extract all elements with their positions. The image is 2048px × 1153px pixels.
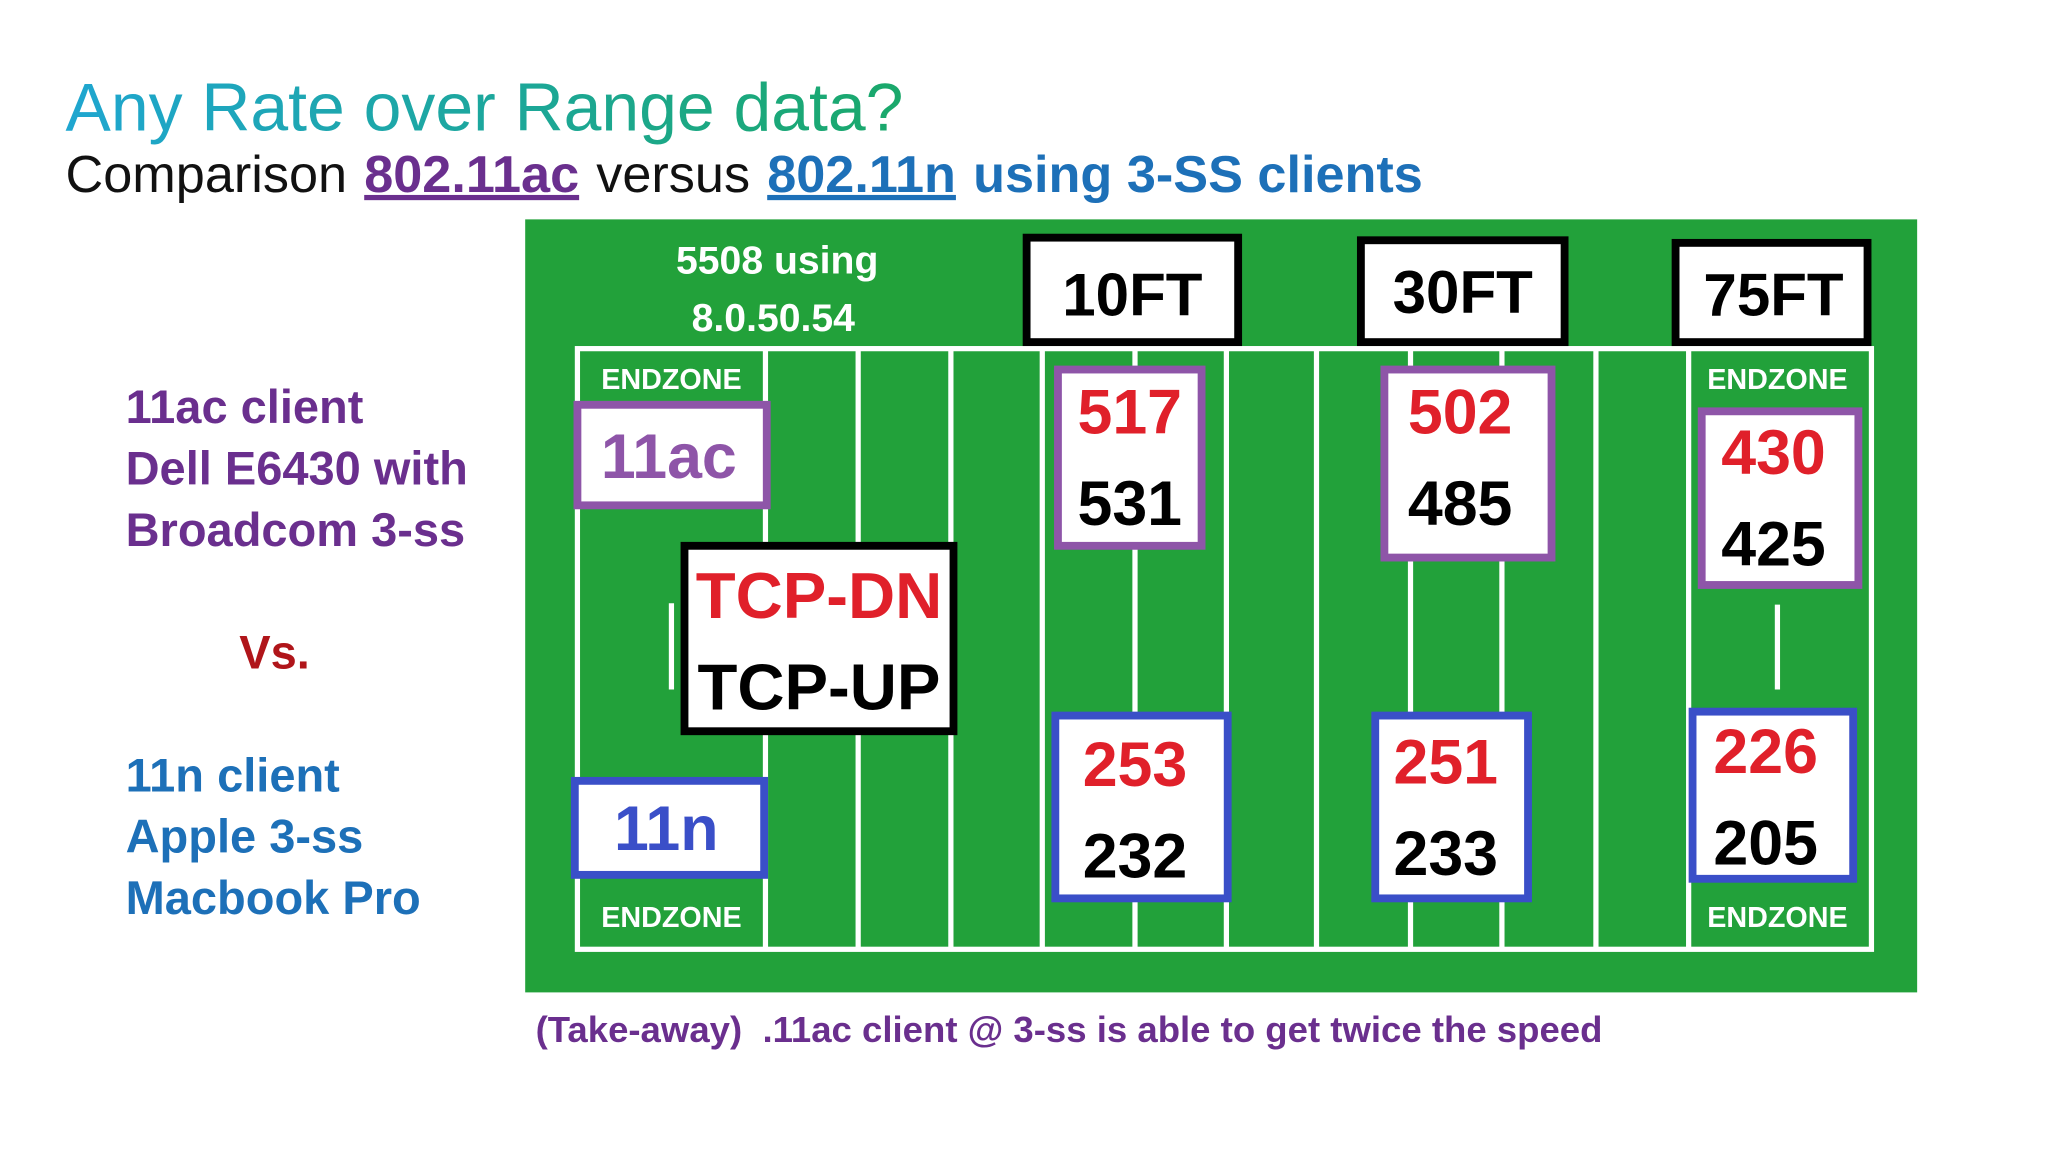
client-box <box>573 400 771 510</box>
n-line: 11n client <box>126 748 341 801</box>
n-line: Apple 3-ss <box>126 810 364 863</box>
client-label: 11ac <box>601 422 737 492</box>
endzone-label: ENDZONE <box>1707 902 1847 934</box>
distance-label: 30FT <box>1393 259 1533 326</box>
distance-label: 10FT <box>1062 262 1202 329</box>
ac-box <box>1054 365 1206 550</box>
ac-box <box>1380 365 1556 562</box>
tcp-up: 531 <box>1077 469 1182 539</box>
client-box <box>570 776 769 879</box>
tcp-dn: 253 <box>1083 730 1188 800</box>
endzone-label: ENDZONE <box>1707 364 1847 396</box>
ac-line: 11ac client <box>126 380 364 433</box>
distance-label: 75FT <box>1703 262 1843 329</box>
subtitle-part: Comparison <box>66 146 348 204</box>
left-panel: 11ac client Dell E6430 with Broadcom 3-s… <box>126 380 468 924</box>
tcp-up: 425 <box>1721 510 1826 580</box>
ac-line: Broadcom 3-ss <box>126 503 466 556</box>
tcp-up: 232 <box>1083 822 1188 892</box>
subtitle-part: using 3-SS clients <box>973 146 1423 204</box>
ac-box <box>1697 407 1863 589</box>
distance-box <box>1356 236 1569 347</box>
tcp-up: 485 <box>1408 469 1513 539</box>
tcp-dn: 430 <box>1721 418 1826 488</box>
endzone-label: ENDZONE <box>601 364 741 396</box>
distance-box <box>1671 238 1872 347</box>
distance-box <box>1022 233 1243 347</box>
client-label: 11n <box>614 794 719 864</box>
title: Any Rate over Range data? <box>66 71 904 146</box>
n-box <box>1051 711 1232 903</box>
subtitle-part: 802.11n <box>767 146 956 204</box>
tcp-up: 233 <box>1393 819 1498 889</box>
ac-line: Dell E6430 with <box>126 441 468 494</box>
tcp-dn: 517 <box>1077 378 1182 448</box>
n-line: Macbook Pro <box>126 871 421 924</box>
takeaway: (Take-away) .11ac client @ 3-ss is able … <box>536 1009 1603 1050</box>
n-box <box>1371 711 1532 903</box>
tcp-dn: 502 <box>1408 378 1513 448</box>
legend-dn: TCP-DN <box>696 559 943 632</box>
tcp-up: 205 <box>1713 809 1818 879</box>
controller: 8.0.50.54 <box>692 297 856 340</box>
endzone-label: ENDZONE <box>601 902 741 934</box>
tcp-dn: 226 <box>1713 717 1818 787</box>
controller: 5508 using <box>676 240 878 283</box>
vs: Vs. <box>239 626 310 679</box>
n-box <box>1688 707 1858 883</box>
legend-box <box>680 541 958 736</box>
legend-up: TCP-UP <box>698 650 941 723</box>
subtitle: Comparison 802.11ac versus 802.11n using… <box>66 146 1423 204</box>
field: 5508 using 8.0.50.54 ENDZONE ENDZONE END… <box>525 219 1918 993</box>
tcp-dn: 251 <box>1393 728 1498 798</box>
subtitle-part: versus <box>596 146 750 204</box>
subtitle-part: 802.11ac <box>364 146 579 204</box>
